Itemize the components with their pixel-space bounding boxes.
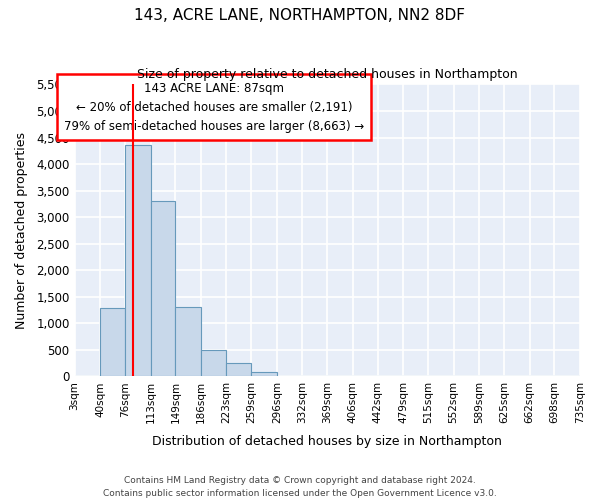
X-axis label: Distribution of detached houses by size in Northampton: Distribution of detached houses by size … [152,434,502,448]
Bar [201,350,226,376]
Bar [100,308,125,376]
Text: 143 ACRE LANE: 87sqm
← 20% of detached houses are smaller (2,191)
79% of semi-de: 143 ACRE LANE: 87sqm ← 20% of detached h… [64,82,364,132]
Title: Size of property relative to detached houses in Northampton: Size of property relative to detached ho… [137,68,518,80]
Bar [175,308,201,376]
Bar [151,201,175,376]
Text: Contains HM Land Registry data © Crown copyright and database right 2024.
Contai: Contains HM Land Registry data © Crown c… [103,476,497,498]
Y-axis label: Number of detached properties: Number of detached properties [15,132,28,329]
Text: 143, ACRE LANE, NORTHAMPTON, NN2 8DF: 143, ACRE LANE, NORTHAMPTON, NN2 8DF [134,8,466,22]
Bar [251,372,277,376]
Bar [125,146,151,376]
Bar [226,363,251,376]
